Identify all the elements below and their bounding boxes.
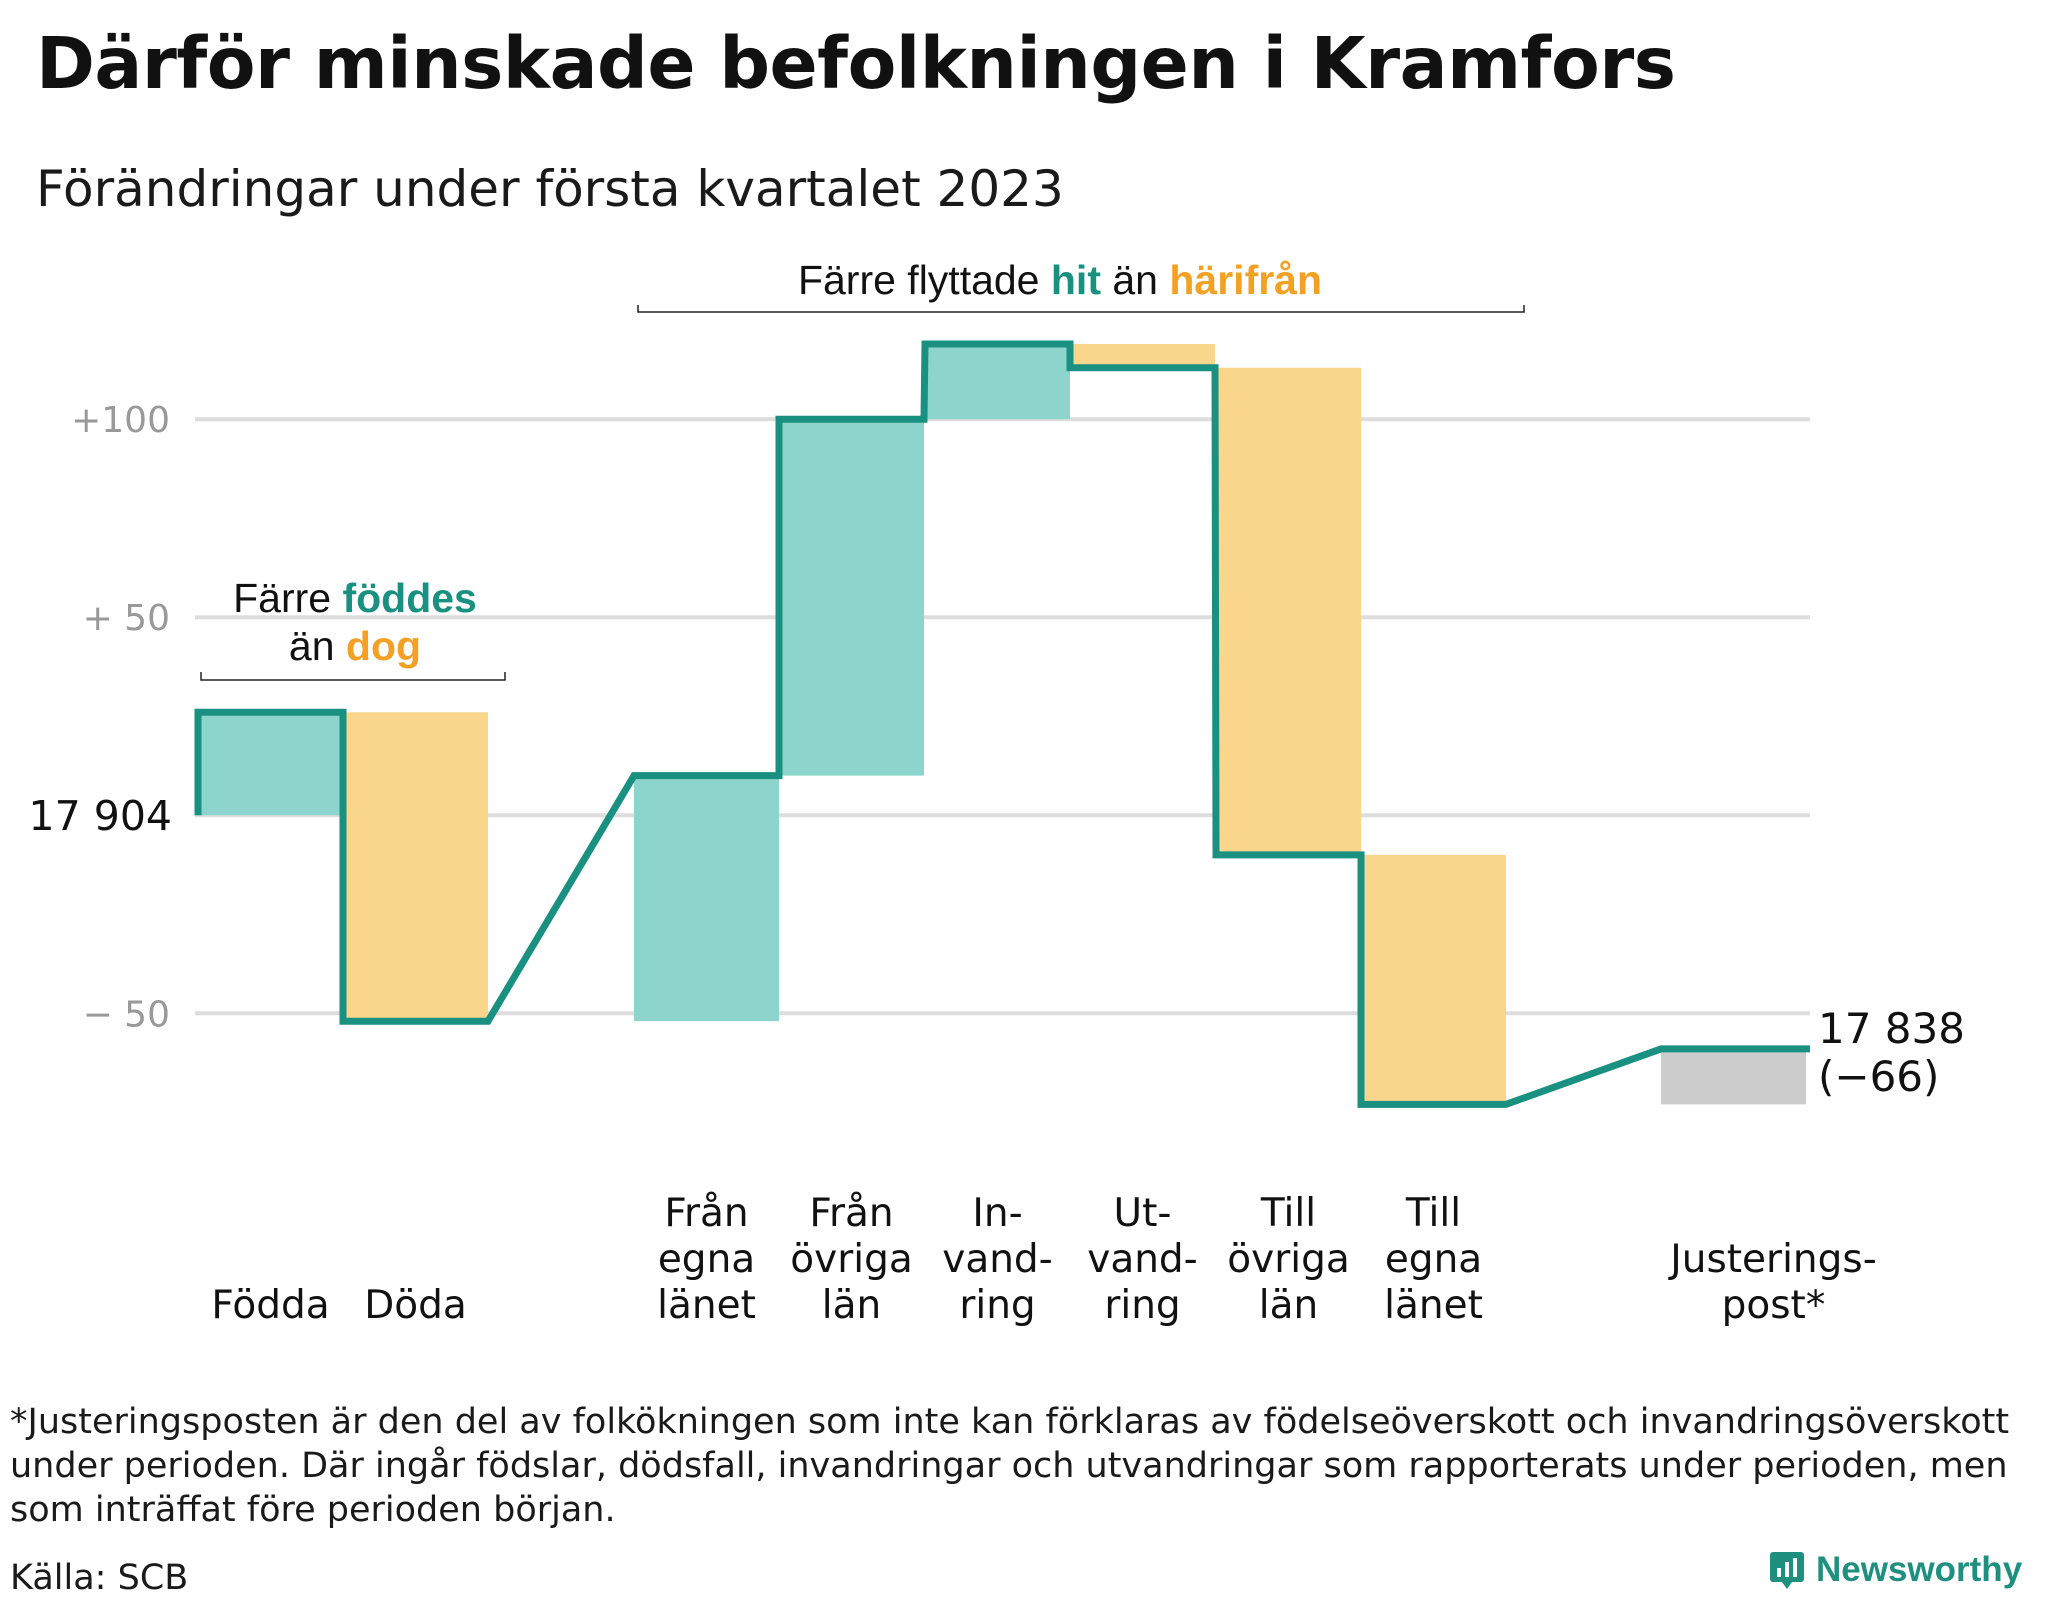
annotation-segment: föddes bbox=[342, 575, 476, 621]
bar-adjustment bbox=[1661, 1048, 1806, 1105]
bar-decrease bbox=[1070, 343, 1215, 368]
end-change-label: (−66) bbox=[1818, 1052, 1939, 1101]
category-label: länet bbox=[657, 1283, 756, 1328]
footnote: *Justeringsposten är den del av folkökni… bbox=[10, 1402, 2010, 1530]
category-label: Från bbox=[809, 1191, 893, 1236]
annotation-segment: hit bbox=[1051, 257, 1101, 303]
bar-increase bbox=[779, 419, 924, 776]
step-line-path bbox=[194, 340, 1810, 1108]
category-label: Födda bbox=[211, 1283, 329, 1328]
annotation-segment: Färre bbox=[233, 575, 342, 621]
bar-increase bbox=[198, 712, 343, 816]
annotation-segment: dog bbox=[346, 623, 421, 669]
brand-logo: Newsworthy bbox=[1768, 1550, 2022, 1590]
category-label: egna bbox=[1385, 1237, 1482, 1282]
category-label: länet bbox=[1384, 1283, 1483, 1328]
annotation-segment: härifrån bbox=[1169, 257, 1322, 303]
category-label: In- bbox=[972, 1191, 1022, 1236]
step-line bbox=[194, 340, 1810, 1108]
baseline-label: 17 904 bbox=[29, 792, 172, 840]
bar-decrease bbox=[1216, 367, 1361, 855]
bar-increase bbox=[925, 343, 1070, 420]
annotation-births-deaths-line2: än dog bbox=[289, 623, 421, 669]
chart-subtitle: Förändringar under första kvartalet 2023 bbox=[36, 160, 1064, 218]
source-label: Källa: SCB bbox=[10, 1558, 189, 1598]
category-label: Justerings- bbox=[1667, 1237, 1877, 1282]
category-label: Från bbox=[664, 1191, 748, 1236]
category-label: egna bbox=[658, 1237, 755, 1282]
bar-decrease bbox=[1361, 854, 1506, 1105]
chart-title: Därför minskade befolkningen i Kramfors bbox=[36, 22, 1676, 105]
category-label: ring bbox=[959, 1283, 1035, 1328]
bars bbox=[198, 343, 1806, 1105]
category-label: Döda bbox=[364, 1283, 467, 1328]
category-label: vand- bbox=[942, 1237, 1053, 1282]
category-label: län bbox=[1259, 1283, 1318, 1328]
y-tick-label: +100 bbox=[71, 400, 170, 441]
annotation-segment: än bbox=[1101, 257, 1169, 303]
newsworthy-logo-icon bbox=[1770, 1552, 1804, 1589]
category-label: övriga bbox=[1227, 1237, 1349, 1282]
y-tick-label: − 50 bbox=[83, 994, 170, 1035]
bar-increase bbox=[634, 775, 779, 1022]
annotation-bracket bbox=[200, 672, 506, 681]
category-label: övriga bbox=[790, 1237, 912, 1282]
category-label: Till bbox=[1405, 1191, 1461, 1236]
annotation-migration: Färre flyttade hit än härifrån bbox=[798, 257, 1322, 303]
category-label: län bbox=[822, 1283, 881, 1328]
annotation-births-deaths-line1: Färre föddes bbox=[233, 575, 477, 621]
annotation-segment: än bbox=[289, 623, 346, 669]
category-label: vand- bbox=[1087, 1237, 1198, 1282]
category-label: ring bbox=[1104, 1283, 1180, 1328]
axis-labels: +100 + 50 − 50 17 904 17 838(−66) Födda Döda Fr… bbox=[29, 400, 1965, 1328]
brand-name: Newsworthy bbox=[1816, 1550, 2023, 1589]
end-value-label: 17 838 bbox=[1818, 1004, 1965, 1053]
category-label: post* bbox=[1722, 1283, 1826, 1328]
waterfall-chart: +100 + 50 − 50 17 904 17 838(−66) Födda Döda Fr… bbox=[29, 257, 1965, 1328]
annotation-segment: Färre flyttade bbox=[798, 257, 1051, 303]
annotation-bracket bbox=[637, 305, 1525, 313]
category-label: Ut- bbox=[1114, 1191, 1172, 1236]
bar-decrease bbox=[343, 712, 488, 1022]
category-label: Till bbox=[1260, 1191, 1316, 1236]
y-tick-label: + 50 bbox=[83, 598, 170, 639]
